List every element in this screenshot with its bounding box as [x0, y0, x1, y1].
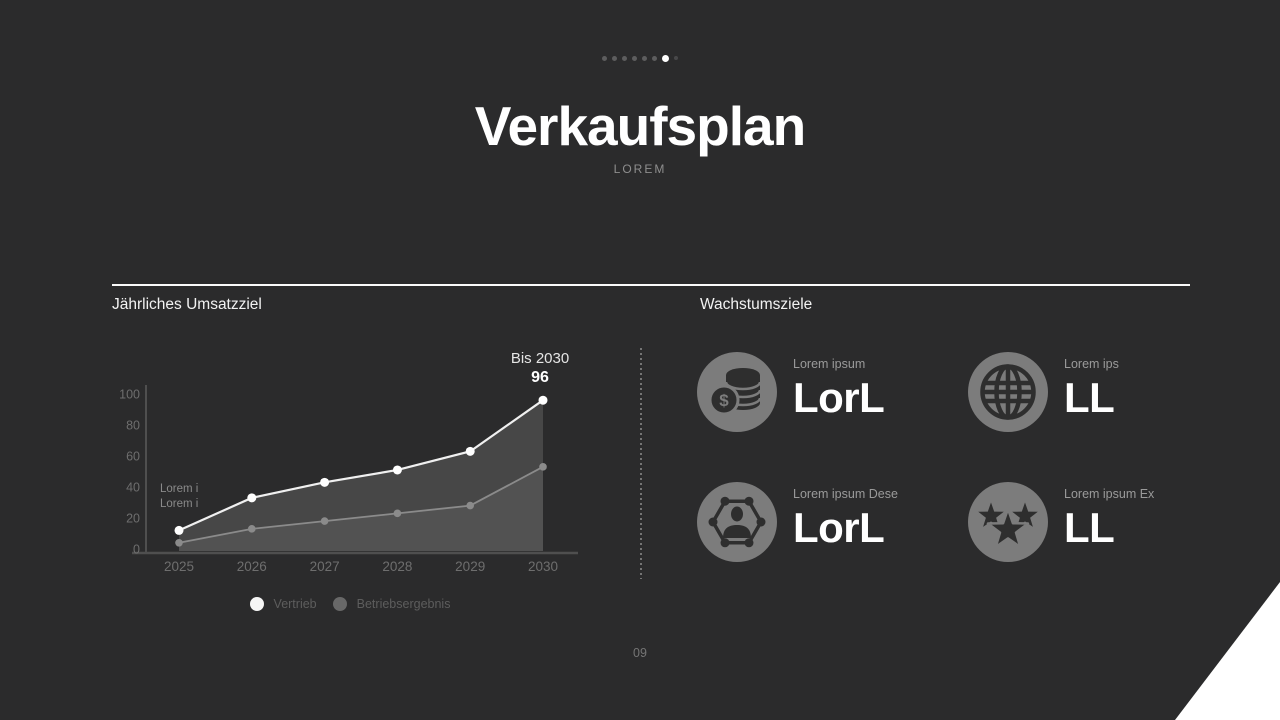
- svg-text:2026: 2026: [237, 559, 267, 574]
- svg-text:2027: 2027: [310, 559, 340, 574]
- svg-text:2028: 2028: [382, 559, 412, 574]
- legend-dot-betriebsergebnis: [332, 597, 347, 611]
- legend-label-vertrieb: Vertrieb: [273, 597, 317, 611]
- growth-item-value: LorL: [793, 374, 885, 421]
- growth-item-label: Lorem ipsum Ex: [1064, 487, 1155, 501]
- chart-svg: 0 20 40 60 80 100 2025 2026 2027 2028 2029 2030 Lo…: [119, 350, 578, 574]
- chart-inline-note-line1: Lorem i: [160, 483, 198, 495]
- y-axis-labels: 0 20 40 60 80 100: [119, 388, 140, 557]
- pagination-dot[interactable]: [632, 55, 637, 61]
- svg-text:20: 20: [126, 512, 140, 526]
- svg-text:$: $: [719, 391, 729, 410]
- legend-dot-vertrieb: [249, 597, 264, 611]
- pagination-dot[interactable]: [652, 55, 657, 61]
- chart-series-lines: [174, 395, 548, 547]
- chart-section-heading: Jährliches Umsatzziel: [112, 296, 262, 313]
- svg-text:100: 100: [120, 388, 140, 402]
- page-title: Verkaufsplan: [474, 95, 806, 157]
- globe-icon: [968, 352, 1048, 432]
- growth-item-value: LorL: [793, 504, 885, 551]
- sales-target-chart: 0 20 40 60 80 100 2025 2026 2027 2028 2029 2030 Lo…: [119, 340, 590, 590]
- pagination-dot[interactable]: [674, 56, 678, 60]
- svg-text:2025: 2025: [164, 559, 194, 574]
- growth-item-value: LL: [1064, 504, 1115, 551]
- svg-text:0: 0: [133, 543, 140, 557]
- growth-section-heading: Wachstumsziele: [700, 296, 813, 313]
- person-network-icon: [697, 482, 777, 562]
- growth-item-value: LL: [1064, 374, 1115, 421]
- svg-text:60: 60: [126, 450, 140, 464]
- chart-inline-note-line2: Lorem i: [160, 498, 198, 510]
- growth-item-quality: Lorem ipsum Ex LL: [968, 482, 1154, 562]
- growth-item-label: Lorem ips: [1064, 357, 1119, 371]
- chart-legend: Vertrieb Betriebsergebnis: [120, 597, 580, 611]
- x-axis-labels: 2025 2026 2027 2028 2029 2030: [164, 559, 558, 574]
- svg-text:2030: 2030: [528, 559, 558, 574]
- legend-item-betriebsergebnis: Betriebsergebnis: [332, 597, 451, 611]
- stars-icon: [968, 482, 1048, 562]
- growth-item-label: Lorem ipsum: [793, 357, 866, 371]
- legend-label-betriebsergebnis: Betriebsergebnis: [356, 597, 451, 611]
- pagination-dots: [0, 52, 1280, 64]
- section-divider: [112, 284, 1190, 286]
- coins-dollar-icon: $: [697, 352, 777, 432]
- pagination-dot[interactable]: [642, 55, 647, 61]
- svg-text:40: 40: [126, 481, 140, 495]
- svg-text:2029: 2029: [455, 559, 485, 574]
- page-subtitle: LOREM: [613, 162, 667, 176]
- growth-item-team: Lorem ipsum Dese LorL: [697, 482, 898, 562]
- legend-item-vertrieb: Vertrieb: [249, 597, 317, 611]
- dotted-vertical-separator: [640, 348, 642, 579]
- pagination-dot[interactable]: [602, 55, 607, 61]
- growth-item-label: Lorem ipsum Dese: [793, 487, 898, 501]
- annotation-value: 96: [531, 369, 549, 386]
- chart-area-fills: [179, 400, 543, 551]
- pagination-dot[interactable]: [612, 55, 617, 61]
- pagination-dot[interactable]: [622, 55, 627, 61]
- annotation-label: Bis 2030: [511, 350, 569, 367]
- page-number: 09: [633, 646, 647, 660]
- growth-item-global: Lorem ips LL: [968, 352, 1119, 432]
- growth-item-revenue: $ Lorem ipsum LorL: [697, 352, 885, 432]
- pagination-dot-active[interactable]: [662, 54, 669, 62]
- svg-text:80: 80: [126, 419, 140, 433]
